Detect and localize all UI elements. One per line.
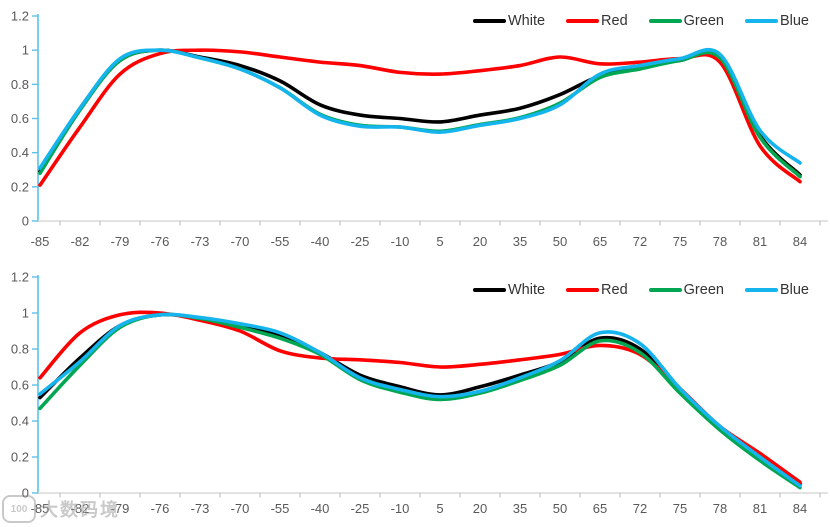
y-tick-label: 0 — [22, 214, 29, 229]
legend-swatch-green — [648, 18, 682, 24]
x-tick-label: 78 — [713, 234, 727, 249]
x-tick-label: 81 — [753, 234, 767, 249]
x-tick-label: -25 — [351, 501, 370, 516]
x-tick-label: 5 — [436, 234, 443, 249]
x-tick-label: -70 — [231, 501, 250, 516]
x-tick-label: 35 — [513, 501, 527, 516]
legend-label-green: Green — [683, 12, 724, 29]
x-tick-label: 78 — [713, 501, 727, 516]
x-tick-label: 65 — [593, 501, 607, 516]
x-tick-label: -55 — [271, 501, 290, 516]
legend-item-blue: Blue — [744, 281, 809, 298]
x-tick-label: 65 — [593, 234, 607, 249]
y-tick-label: 0.8 — [11, 77, 29, 92]
legend-swatch-white — [472, 287, 506, 293]
x-tick-label: 81 — [753, 501, 767, 516]
legend-item-white: White — [472, 12, 546, 29]
legend-label-green: Green — [683, 281, 724, 298]
x-tick-label: -82 — [71, 234, 90, 249]
legend-item-red: Red — [566, 283, 628, 298]
series-line-blue — [38, 312, 802, 488]
y-tick-label: 0.2 — [11, 179, 29, 194]
legend-item-green: Green — [648, 281, 724, 298]
y-tick-label: 1 — [22, 306, 29, 321]
legend-label-white: White — [507, 12, 546, 29]
x-tick-label: 5 — [436, 501, 443, 516]
top-chart-legend: White Red Green Blue — [472, 11, 809, 31]
legend-label-blue: Blue — [779, 12, 809, 29]
y-tick-label: 0.2 — [11, 450, 29, 465]
legend-item-red: Red — [566, 14, 628, 29]
y-tick-label: 1.2 — [11, 9, 29, 24]
x-tick-label: 50 — [553, 234, 567, 249]
x-tick-label: -76 — [151, 501, 170, 516]
x-tick-label: 72 — [633, 234, 647, 249]
x-tick-label: 50 — [553, 501, 567, 516]
legend-swatch-red — [566, 287, 600, 293]
legend-swatch-white — [472, 18, 506, 24]
legend-label-red: Red — [601, 281, 628, 298]
series-line-blue — [38, 48, 802, 170]
legend-swatch-green — [648, 287, 682, 293]
x-tick-label: -25 — [351, 234, 370, 249]
x-tick-label: -85 — [31, 501, 50, 516]
x-tick-label: -76 — [151, 234, 170, 249]
x-tick-label: 35 — [513, 234, 527, 249]
x-tick-label: 20 — [473, 501, 487, 516]
x-tick-label: -40 — [311, 234, 330, 249]
legend-item-white: White — [472, 281, 546, 298]
legend-swatch-red — [566, 18, 600, 24]
x-tick-label: -82 — [71, 501, 90, 516]
x-tick-label: 72 — [633, 501, 647, 516]
x-tick-label: 84 — [793, 501, 807, 516]
legend-item-blue: Blue — [744, 12, 809, 29]
legend-swatch-blue — [744, 18, 778, 24]
x-tick-label: -79 — [111, 501, 130, 516]
y-tick-label: 0.4 — [11, 414, 29, 429]
y-tick-label: 1 — [22, 43, 29, 58]
y-tick-label: 0 — [22, 486, 29, 501]
legend-label-white: White — [507, 281, 546, 298]
x-tick-label: -79 — [111, 234, 130, 249]
x-tick-label: -10 — [391, 501, 410, 516]
legend-label-blue: Blue — [779, 281, 809, 298]
legend-item-green: Green — [648, 12, 724, 29]
x-tick-label: 75 — [673, 234, 687, 249]
y-tick-label: 0.6 — [11, 111, 29, 126]
x-tick-label: -85 — [31, 234, 50, 249]
x-tick-label: -55 — [271, 234, 290, 249]
x-tick-label: -10 — [391, 234, 410, 249]
x-tick-label: -40 — [311, 501, 330, 516]
bottom-chart-legend: White Red Green Blue — [472, 280, 809, 300]
legend-label-red: Red — [601, 12, 628, 29]
x-tick-label: 75 — [673, 501, 687, 516]
series-line-green — [38, 312, 802, 490]
x-tick-label: 20 — [473, 234, 487, 249]
legend-swatch-blue — [744, 287, 778, 293]
y-tick-label: 0.8 — [11, 342, 29, 357]
x-tick-label: -73 — [191, 234, 210, 249]
y-tick-label: 0.6 — [11, 378, 29, 393]
x-tick-label: -70 — [231, 234, 250, 249]
y-tick-label: 1.2 — [11, 270, 29, 285]
x-tick-label: 84 — [793, 234, 807, 249]
y-tick-label: 0.4 — [11, 145, 29, 160]
x-tick-label: -73 — [191, 501, 210, 516]
